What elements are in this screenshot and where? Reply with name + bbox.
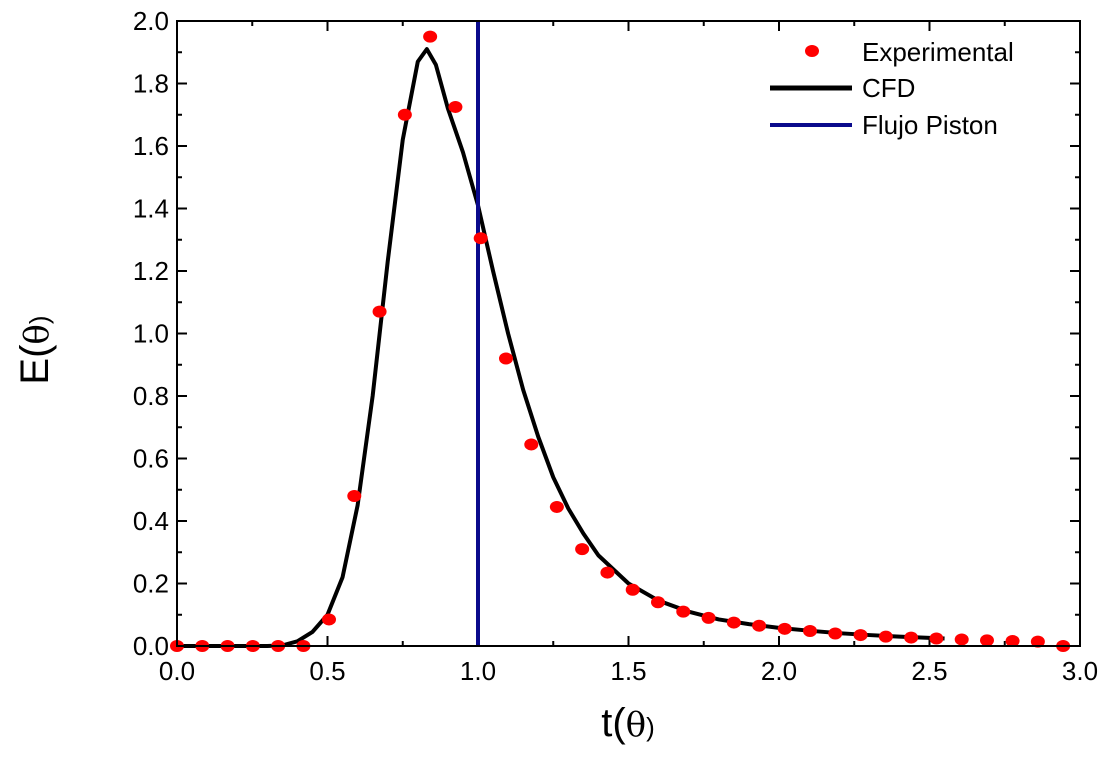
- experimental-point: [1030, 635, 1045, 648]
- x-axis-title: t(θ): [601, 701, 655, 745]
- plot-area: [170, 21, 1071, 652]
- experimental-point: [498, 352, 513, 365]
- experimental-point: [853, 629, 868, 642]
- experimental-point: [878, 630, 893, 643]
- y-tick-labels: 0.0 0.2 0.4 0.6 0.8 1.0 1.2 1.4 1.6 1.8 2.0: [133, 6, 169, 661]
- experimental-point: [575, 543, 590, 556]
- x-tick-label: 0.0: [159, 656, 195, 686]
- x-tick-label: 0.5: [309, 656, 345, 686]
- experimental-point: [372, 305, 387, 318]
- axis-title-text: t(θ): [601, 701, 655, 745]
- experimental-point: [423, 30, 438, 43]
- experimental-point: [473, 232, 488, 245]
- y-tick-label: 0.4: [133, 506, 169, 536]
- experimental-point: [803, 625, 818, 637]
- experimental-point: [701, 611, 716, 624]
- experimental-point: [979, 634, 994, 647]
- experimental-point: [625, 583, 640, 596]
- experimental-point: [954, 633, 969, 646]
- legend-label: Experimental: [862, 37, 1014, 67]
- experimental-point: [777, 622, 792, 635]
- experimental-point: [347, 490, 362, 502]
- experimental-point: [828, 627, 843, 640]
- x-tick-label: 1.0: [460, 656, 496, 686]
- plot-frame: [176, 20, 1081, 647]
- x-tick-label: 2.5: [911, 656, 947, 686]
- experimental-point: [397, 108, 412, 121]
- y-tick-label: 0.6: [133, 444, 169, 474]
- y-tick-label: 0.2: [133, 569, 169, 599]
- legend-marker-experimental: [805, 45, 819, 57]
- legend: Experimental CFD Flujo Piston: [770, 37, 1014, 140]
- experimental-point: [650, 596, 665, 609]
- experimental-point: [676, 605, 691, 618]
- x-tick-labels: 0.0 0.5 1.0 1.5 2.0 2.5 3.0: [159, 656, 1098, 686]
- x-tick-label: 1.5: [610, 656, 646, 686]
- y-tick-label: 0.8: [133, 381, 169, 411]
- experimental-point: [524, 438, 539, 451]
- experimental-point: [726, 616, 741, 629]
- experimental-point: [929, 632, 944, 645]
- y-axis-title: E(θ): [13, 315, 57, 384]
- y-tick-label: 1.8: [133, 69, 169, 99]
- x-tick-label: 3.0: [1062, 656, 1098, 686]
- y-tick-label: 1.4: [133, 194, 169, 224]
- legend-label: Flujo Piston: [862, 110, 998, 140]
- axis-title-text: E(θ): [13, 315, 57, 384]
- experimental-point: [549, 500, 564, 513]
- cfd-line: [177, 47, 945, 648]
- experimental-point: [322, 613, 337, 626]
- y-tick-label: 1.0: [133, 319, 169, 349]
- experimental-point: [600, 566, 615, 579]
- y-tick-label: 1.2: [133, 256, 169, 286]
- x-tick-label: 2.0: [761, 656, 797, 686]
- experimental-point: [752, 619, 767, 632]
- experimental-point: [904, 631, 919, 644]
- y-tick-label: 1.6: [133, 131, 169, 161]
- y-tick-label: 0.0: [133, 631, 169, 661]
- experimental-point: [1005, 635, 1020, 647]
- legend-label: CFD: [862, 73, 915, 103]
- experimental-point: [448, 100, 463, 113]
- y-tick-label: 2.0: [133, 6, 169, 36]
